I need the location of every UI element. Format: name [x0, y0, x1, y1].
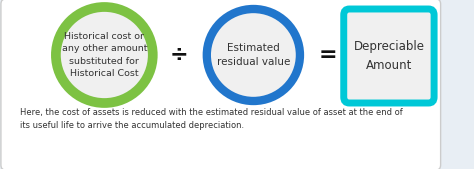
Text: ÷: ÷	[170, 45, 188, 65]
Ellipse shape	[207, 9, 300, 101]
FancyBboxPatch shape	[1, 0, 441, 169]
Ellipse shape	[56, 7, 153, 103]
Text: =: =	[319, 45, 337, 65]
Text: Here, the cost of assets is reduced with the estimated residual value of asset a: Here, the cost of assets is reduced with…	[20, 108, 403, 130]
Text: Historical cost or
any other amount
substituted for
Historical Cost: Historical cost or any other amount subs…	[62, 32, 147, 78]
FancyBboxPatch shape	[344, 9, 434, 103]
Text: Estimated
residual value: Estimated residual value	[217, 43, 290, 67]
Text: Depreciable
Amount: Depreciable Amount	[354, 40, 424, 72]
